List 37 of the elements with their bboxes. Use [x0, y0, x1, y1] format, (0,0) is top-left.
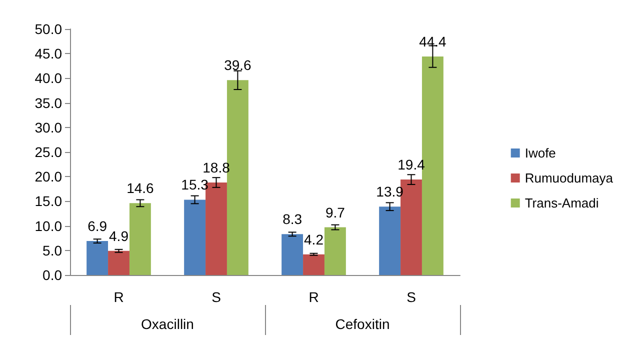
x-tick-label: S — [406, 289, 416, 305]
bar — [324, 227, 346, 275]
legend-label: Iwofe — [524, 146, 556, 160]
y-tick-label: 25.0 — [34, 144, 62, 160]
data-label: 44.4 — [419, 34, 447, 50]
data-label: 6.9 — [88, 218, 108, 234]
legend-label: Rumuodumaya — [524, 170, 614, 186]
text: Oxacillin — [141, 316, 194, 332]
data-label: 4.9 — [109, 228, 129, 244]
y-tick-label: 20.0 — [34, 168, 62, 185]
text: Cefoxitin — [335, 316, 390, 332]
bar — [282, 234, 304, 275]
y-tick-label: 40.0 — [34, 70, 62, 86]
data-label: 4.2 — [304, 231, 324, 248]
bar — [184, 200, 206, 275]
y-tick-label: 30.0 — [34, 119, 62, 136]
x-tick-label: S — [212, 289, 221, 305]
y-tick-label: 35.0 — [34, 94, 62, 111]
bar — [108, 250, 130, 275]
data-label: 14.6 — [126, 180, 154, 196]
bar — [86, 241, 108, 275]
bar — [379, 206, 401, 275]
data-label: 39.6 — [224, 57, 252, 74]
y-tick-label: 15.0 — [34, 193, 62, 210]
data-label: 9.7 — [325, 204, 346, 220]
bar — [303, 254, 324, 275]
legend-label: Trans-Amadi — [524, 196, 599, 210]
y-tick-label: 50.0 — [34, 21, 62, 37]
bar — [129, 203, 151, 275]
x-tick-label: R — [114, 289, 124, 305]
y-tick-label: 0.0 — [42, 267, 62, 283]
data-label: 15.3 — [181, 176, 209, 193]
y-tick-label: 5.0 — [42, 242, 62, 258]
y-tick-label: 45.0 — [34, 46, 62, 62]
data-label: 8.3 — [282, 211, 302, 228]
x-tick-label: R — [308, 289, 319, 305]
y-tick-label: 10.0 — [34, 218, 62, 234]
